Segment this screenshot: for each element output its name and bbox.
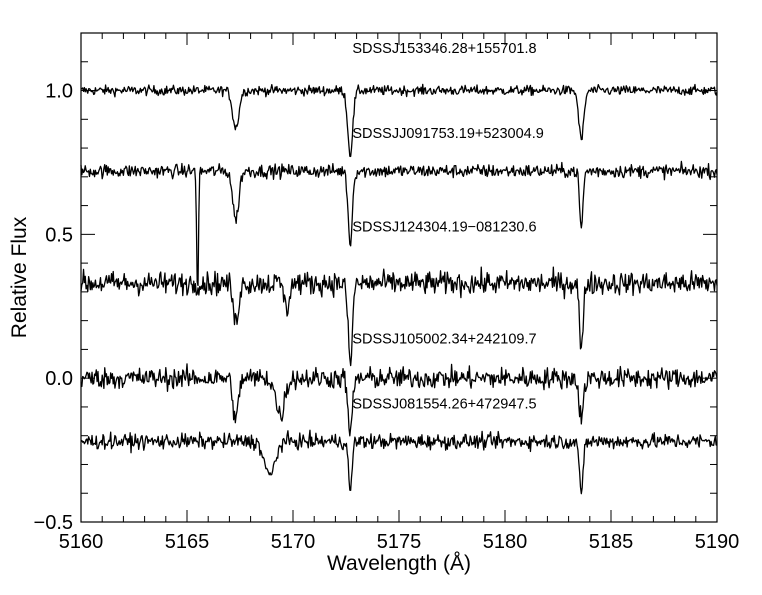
spectrum-label-1: SDSSJ153346.28+155701.8	[352, 41, 536, 57]
y-tick-label: 0.0	[45, 368, 73, 390]
y-tick-label: 0.5	[45, 224, 73, 246]
spectrum-line-2	[80, 160, 718, 287]
x-axis-title: Wavelength (Å)	[327, 552, 471, 575]
x-tick-label: 5160	[59, 531, 104, 553]
series-layer	[80, 83, 718, 495]
x-tick-label: 5170	[271, 531, 316, 553]
spectrum-line-3	[80, 266, 718, 367]
x-tick-label: 5165	[165, 531, 210, 553]
x-tick-label: 5175	[377, 531, 422, 553]
spectrum-label-5: SDSSJ081554.26+472947.5	[352, 396, 536, 412]
series-label-layer: SDSSJ153346.28+155701.8 SDSSJJ091753.19+5…	[352, 41, 543, 412]
x-tick-label: 5190	[695, 531, 740, 553]
tick-layer: 5160 5165 5170 5175 5180 5185 5190 −0.5 0.0 0.5 1.…	[34, 32, 740, 553]
spectrum-line-1	[80, 83, 718, 158]
spectrum-line-4	[80, 363, 718, 437]
spectrum-label-3: SDSSJ124304.19−081230.6	[352, 219, 536, 235]
x-tick-label: 5180	[483, 531, 528, 553]
y-tick-label: 1.0	[45, 81, 73, 103]
y-axis-title: Relative Flux	[8, 216, 31, 338]
x-tick-label: 5185	[589, 531, 634, 553]
y-tick-label: −0.5	[34, 512, 73, 534]
spectrum-line-5	[80, 429, 718, 495]
spectrum-label-2: SDSSJJ091753.19+523004.9	[352, 126, 543, 142]
spectrum-label-4: SDSSJ105002.34+242109.7	[352, 332, 536, 348]
